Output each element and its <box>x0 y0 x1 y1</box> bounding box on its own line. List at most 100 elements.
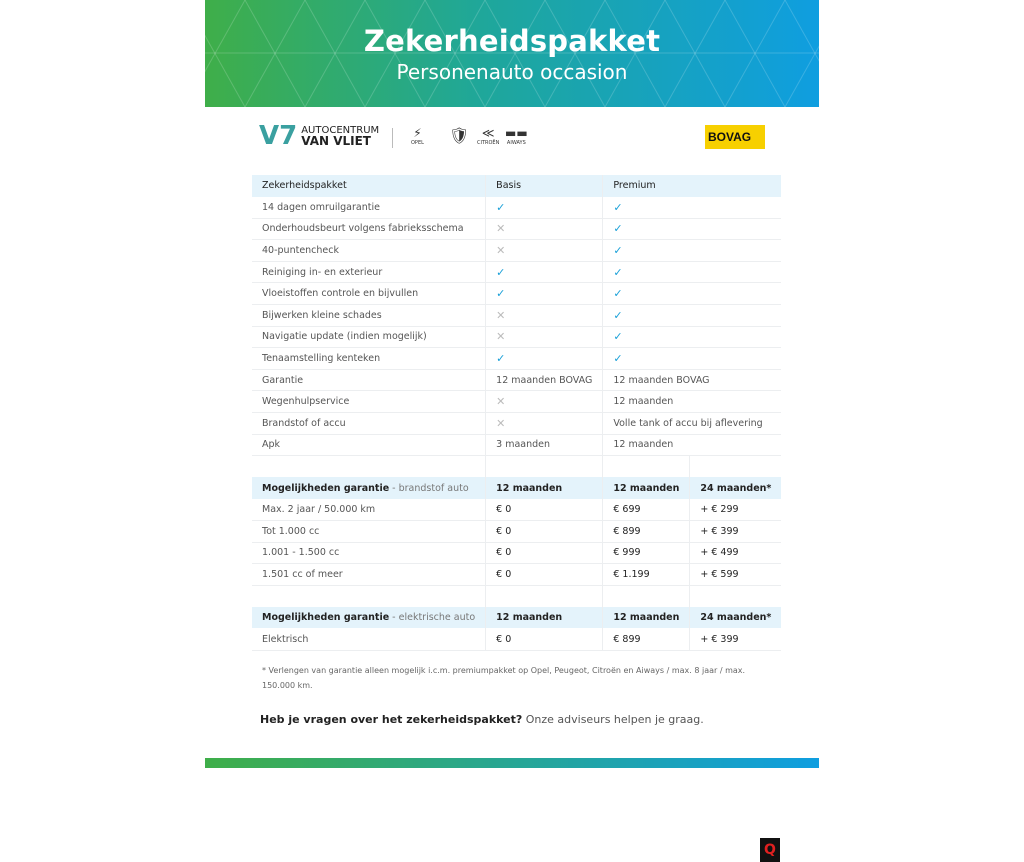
table-row: 40-puntencheck ✕ ✓ <box>252 239 782 262</box>
citroen-logo: ≪ CITROËN <box>477 126 500 146</box>
table-row: Tot 1.000 cc € 0 € 899 + € 399 <box>252 520 782 543</box>
check-icon: ✓ <box>613 287 623 301</box>
table-row: Bijwerken kleine schades ✕ ✓ <box>252 304 782 327</box>
table-cell: 24 maanden* <box>689 606 782 629</box>
table-row: 1.001 - 1.500 cc € 0 € 999 + € 499 <box>252 542 782 565</box>
check-icon: ✓ <box>613 200 623 214</box>
table-cell: 12 maanden <box>485 477 604 499</box>
bovag-logo: Q BOVAG <box>705 125 780 862</box>
table-row: Onderhoudsbeurt volgens fabrieksschema ✕ ✓ <box>252 218 782 241</box>
flyer: Zekerheidspakket Personenauto occasion V… <box>205 0 819 862</box>
check-icon: ✓ <box>496 287 506 301</box>
table-row: Apk 3 maanden 12 maanden <box>252 434 782 457</box>
spacer-row <box>252 585 781 607</box>
table-cell: ✓ <box>602 282 782 306</box>
table-cell: ✓ <box>485 282 604 306</box>
table-cell: 12 maanden <box>485 606 604 629</box>
table-row: Garantie 12 maanden BOVAG 12 maanden BOVAG <box>252 369 782 392</box>
table-cell: ✕ <box>485 239 604 262</box>
check-icon: ✓ <box>496 200 506 214</box>
table-row: Elektrisch € 0 € 899 + € 399 <box>252 628 782 651</box>
table-cell: + € 599 <box>689 563 782 586</box>
footer-bar <box>205 758 819 768</box>
section-title: Mogelijkheden garantie - elektrische aut… <box>252 606 487 629</box>
table-row: Brandstof of accu ✕ Volle tank of accu bij… <box>252 412 782 435</box>
table-row: Vloeistoffen controle en bijvullen ✓ ✓ <box>252 282 782 306</box>
logo-bar: V7 AUTOCENTRUM VAN VLIET ⚡ OPEL 🛡 ≪ CITROËN… <box>259 121 780 862</box>
opel-logo: ⚡ OPEL <box>411 126 424 146</box>
table-row: 14 dagen omruilgarantie ✓ ✓ <box>252 196 782 219</box>
peugeot-logo: 🛡 <box>449 126 470 145</box>
table-cell: € 0 <box>485 628 604 651</box>
table-cell: Garantie <box>252 369 487 392</box>
table-cell: Tot 1.000 cc <box>252 520 487 543</box>
table-cell: Tenaamstelling kenteken <box>252 347 487 370</box>
cross-icon: ✕ <box>496 416 506 430</box>
check-icon: ✓ <box>613 265 623 279</box>
table-cell: 12 maanden <box>602 477 691 499</box>
table-header-row: Zekerheidspakket Basis Premium <box>252 175 782 197</box>
table-cell: Reiniging in- en exterieur <box>252 261 487 284</box>
table-cell: 12 maanden BOVAG <box>485 369 604 392</box>
table-cell: ✕ <box>485 412 604 435</box>
table-row: Reiniging in- en exterieur ✓ ✓ <box>252 261 782 284</box>
cross-icon: ✕ <box>496 244 506 258</box>
check-icon: ✓ <box>613 352 623 366</box>
table-cell: ✓ <box>602 196 782 219</box>
dealer-name-line2: VAN VLIET <box>301 133 371 148</box>
table-cell: 40-puntencheck <box>252 239 487 262</box>
aiways-logo: ▬▬ AIWAYS <box>505 126 528 146</box>
page-title: Zekerheidspakket <box>363 24 661 58</box>
cross-icon: ✕ <box>496 222 506 236</box>
table-cell: ✓ <box>602 239 782 262</box>
check-icon: ✓ <box>496 265 506 279</box>
package-table: Zekerheidspakket Basis Premium 14 dagen omr… <box>252 175 782 651</box>
table-cell: € 1.199 <box>602 563 691 586</box>
table-cell: Onderhoudsbeurt volgens fabrieksschema <box>252 218 487 241</box>
table-cell: ✓ <box>485 347 604 370</box>
table-cell: Volle tank of accu bij aflevering <box>602 412 782 435</box>
check-icon: ✓ <box>613 244 623 258</box>
table-cell: ✓ <box>485 261 604 284</box>
table-cell: Premium <box>602 175 782 197</box>
section-title: Mogelijkheden garantie - brandstof auto <box>252 477 487 499</box>
table-cell: 14 dagen omruilgarantie <box>252 196 487 219</box>
table-cell: 12 maanden BOVAG <box>602 369 782 392</box>
table-cell: € 0 <box>485 520 604 543</box>
table-cell: + € 399 <box>689 520 782 543</box>
table-cell: Apk <box>252 434 487 457</box>
dealer-logo: V7 AUTOCENTRUM VAN VLIET <box>259 121 380 151</box>
spacer-row <box>252 455 781 478</box>
table-cell: 24 maanden* <box>689 477 782 499</box>
cross-icon: ✕ <box>496 395 506 409</box>
vv-logo-icon: V7 <box>259 121 298 151</box>
divider <box>392 128 393 148</box>
table-cell: Bijwerken kleine schades <box>252 304 487 327</box>
table-cell: € 899 <box>602 628 691 651</box>
table-cell: 3 maanden <box>485 434 604 457</box>
table-cell: € 899 <box>602 520 691 543</box>
table-cell: ✓ <box>602 326 782 349</box>
page-subtitle: Personenauto occasion <box>396 60 628 84</box>
dealer-name-line1: AUTOCENTRUM <box>301 124 380 136</box>
section-header-row: Mogelijkheden garantie - brandstof auto 1… <box>252 477 782 499</box>
table-cell: € 0 <box>485 563 604 586</box>
triangle-pattern <box>205 0 819 107</box>
table-cell: + € 499 <box>689 542 782 565</box>
table-row: 1.501 cc of meer € 0 € 1.199 + € 599 <box>252 563 782 586</box>
table-cell: ✓ <box>602 218 782 241</box>
check-icon: ✓ <box>613 308 623 322</box>
section-header-row: Mogelijkheden garantie - elektrische aut… <box>252 606 782 629</box>
table-cell: Navigatie update (indien mogelijk) <box>252 326 487 349</box>
cross-icon: ✕ <box>496 330 506 344</box>
check-icon: ✓ <box>496 352 506 366</box>
table-cell: Wegenhulpservice <box>252 390 487 414</box>
table-cell: Basis <box>485 175 604 197</box>
table-cell: 1.001 - 1.500 cc <box>252 542 487 565</box>
hero-banner: Zekerheidspakket Personenauto occasion <box>205 0 819 107</box>
table-cell: ✓ <box>602 304 782 327</box>
table-row: Navigatie update (indien mogelijk) ✕ ✓ <box>252 326 782 349</box>
table-cell: + € 299 <box>689 498 782 521</box>
table-cell: ✕ <box>485 304 604 327</box>
table-row: Tenaamstelling kenteken ✓ ✓ <box>252 347 782 370</box>
